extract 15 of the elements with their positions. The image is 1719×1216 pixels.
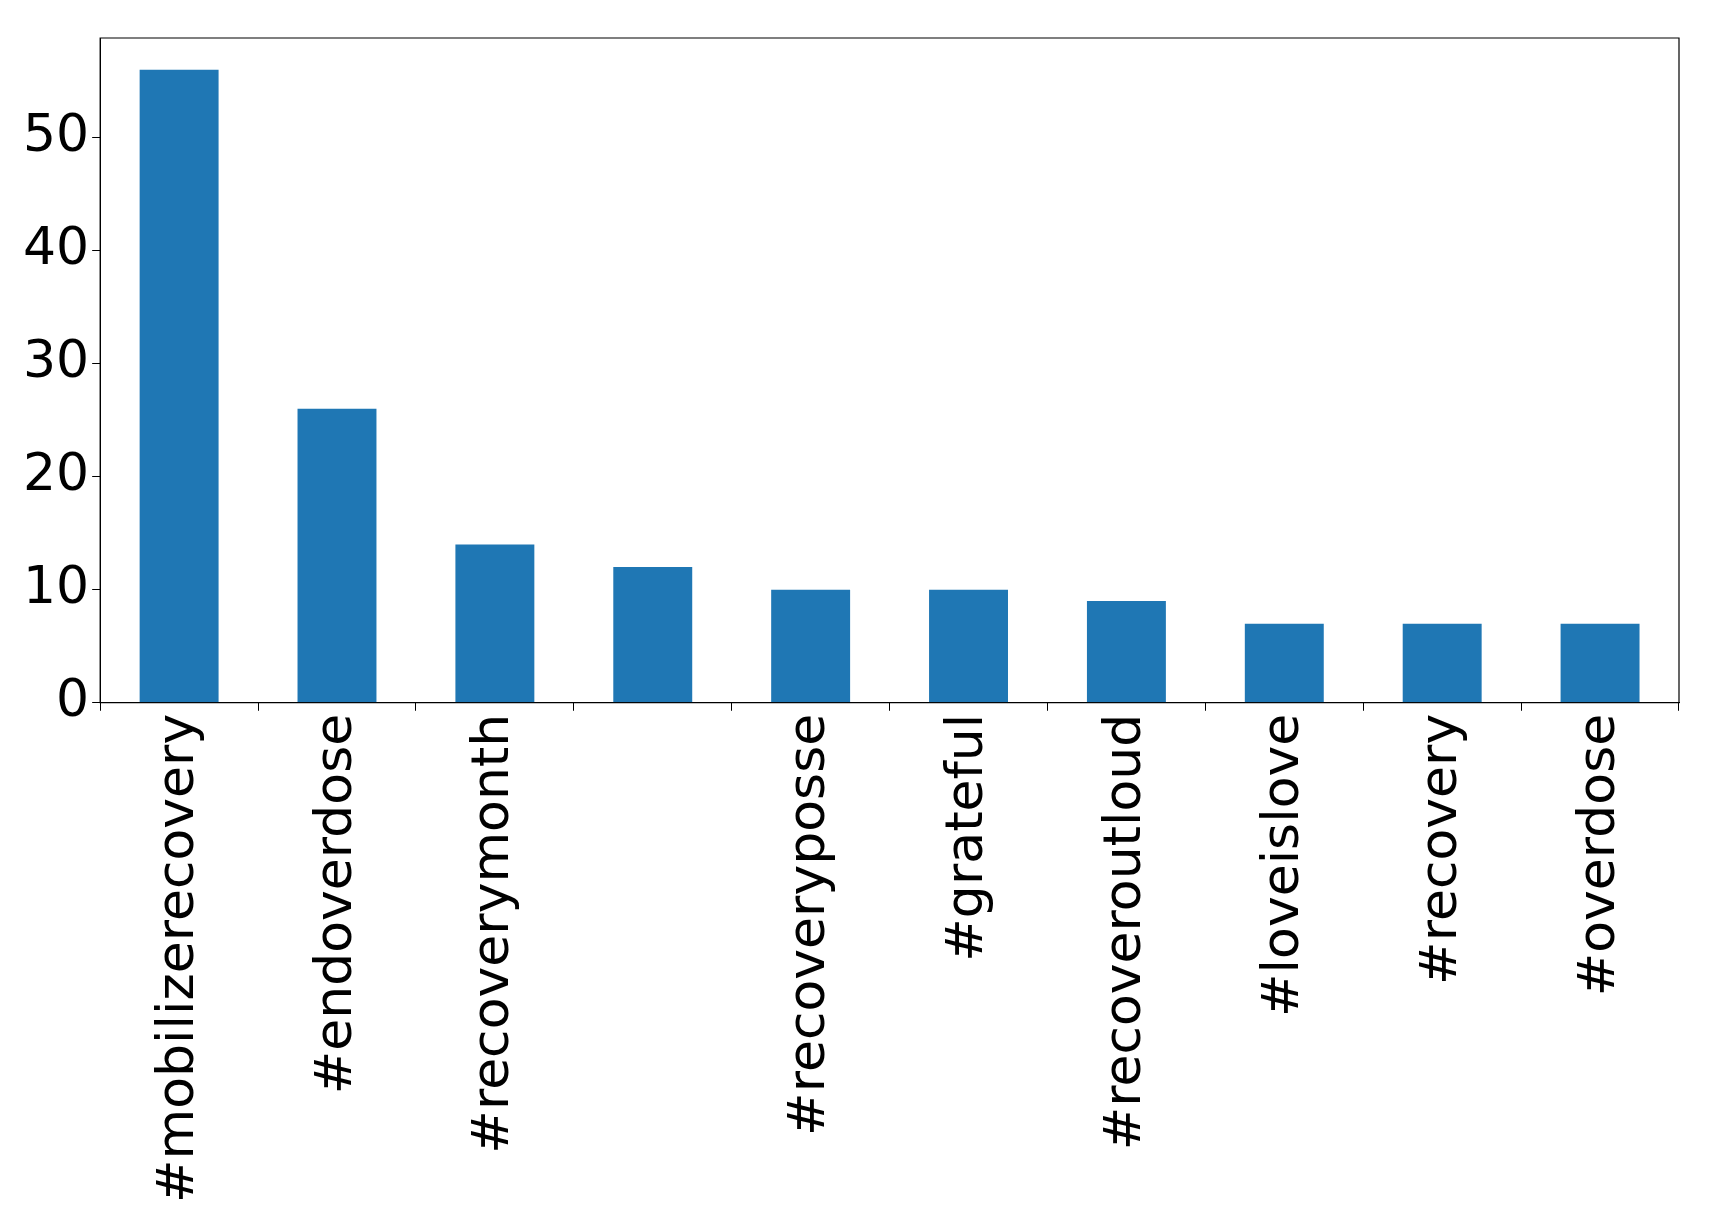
x-tick-label: #mobilizerecovery [144, 713, 205, 1204]
y-tick-label: 0 [56, 668, 90, 729]
y-tick-label: 40 [23, 216, 90, 277]
y-tick-label: 20 [23, 442, 90, 503]
y-tick-label: 50 [23, 103, 90, 164]
x-tick-label: #loveislove [1249, 713, 1310, 1017]
x-tick-label: #overdose [1565, 713, 1626, 997]
x-tick-label: #recovery [1407, 713, 1468, 985]
x-tick-label: #recoveryposse [776, 713, 837, 1136]
y-tick-label: 30 [23, 329, 90, 390]
x-tick-label: #endoverdose [302, 713, 363, 1095]
y-tick-label: 10 [23, 555, 90, 616]
x-tick-label: #recoveroutloud [1091, 713, 1152, 1151]
x-tick-label: #recoverymonth [460, 713, 521, 1154]
x-tick-label: #grateful [934, 713, 995, 962]
